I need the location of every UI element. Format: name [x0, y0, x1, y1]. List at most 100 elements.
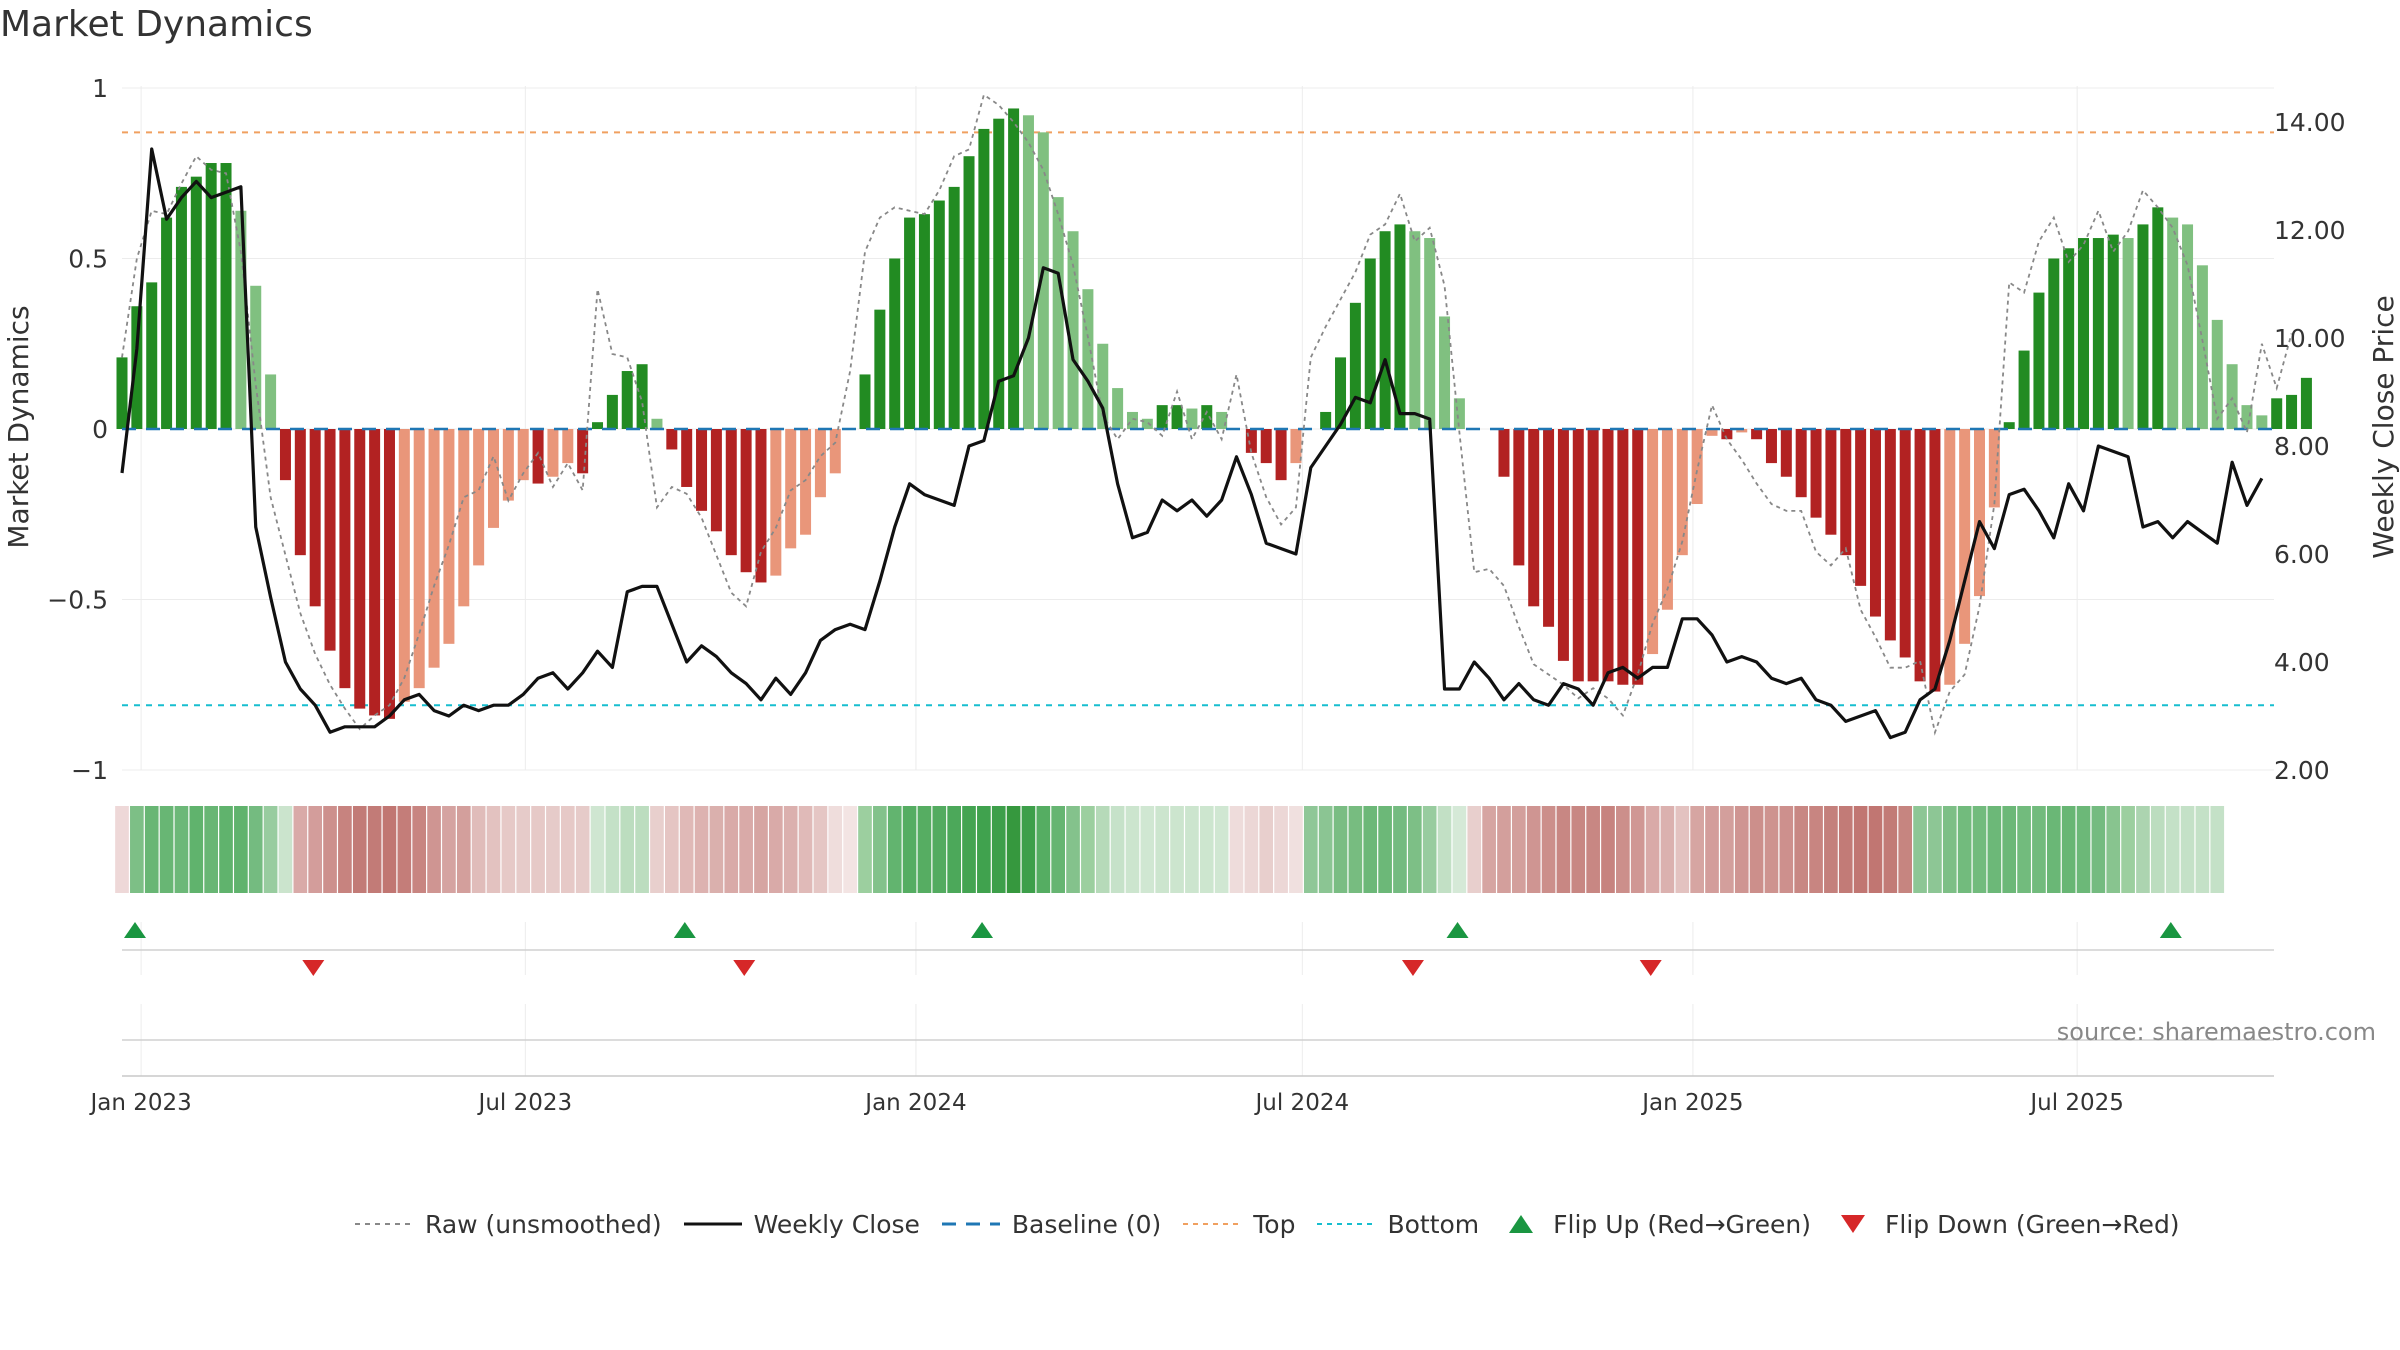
flip-down-marker: [733, 960, 756, 976]
dynamics-bar: [190, 176, 202, 429]
band-cell: [1125, 806, 1140, 893]
band-cell: [144, 806, 159, 893]
dynamics-bar: [933, 200, 945, 429]
band-cell: [1185, 806, 1199, 893]
dynamics-bar: [1037, 132, 1049, 429]
band-cell: [1274, 806, 1288, 893]
band-cell: [947, 806, 961, 893]
legend-flip-down-label: Flip Down (Green→Red): [1885, 1209, 2180, 1239]
band-cell: [1333, 806, 1348, 893]
band-cell: [560, 806, 575, 893]
dynamics-bar: [1245, 429, 1257, 453]
legend-raw: Raw (unsmoothed): [355, 1210, 662, 1239]
band-cell: [679, 806, 694, 893]
state-band: [115, 806, 2225, 893]
x-axis: Jan 2023 Jul 2023 Jan 2024 Jul 2024 Jan 2025…: [88, 1039, 2274, 1116]
band-cell: [1437, 806, 1452, 893]
band-cell: [531, 806, 545, 893]
dynamics-bar: [1751, 429, 1763, 440]
band-cell: [635, 806, 649, 893]
band-cell: [813, 806, 828, 893]
dynamics-bar: [1186, 408, 1198, 429]
band-cell: [1928, 806, 1942, 893]
band-cell: [932, 806, 947, 893]
dynamics-bar: [1706, 429, 1718, 436]
dynamics-bar: [1364, 258, 1376, 429]
dynamics-bar: [1349, 302, 1361, 429]
y-tick-label: 1: [92, 74, 108, 103]
band-cell: [1972, 806, 1987, 893]
dynamics-bar: [383, 429, 395, 719]
band-cell: [427, 806, 441, 893]
band-cell: [1259, 806, 1274, 893]
dynamics-bar: [2048, 258, 2060, 429]
flip-markers: [122, 922, 2274, 976]
band-cell: [1586, 806, 1600, 893]
band-cell: [397, 806, 412, 893]
band-cell: [1318, 806, 1333, 893]
dynamics-bar: [696, 429, 708, 511]
dynamics-bar: [1409, 231, 1421, 429]
band-cell: [293, 806, 308, 893]
band-cell: [1749, 806, 1764, 893]
flip-down-marker: [302, 960, 325, 976]
band-cell: [516, 806, 531, 893]
triangle-up-icon: [1509, 1215, 1534, 1233]
dynamics-bar: [2122, 238, 2134, 429]
y-tick-label: 0: [92, 415, 108, 444]
band-cell: [605, 806, 620, 893]
band-cell: [1705, 806, 1719, 893]
dynamics-bar: [1914, 429, 1926, 682]
x-tick-label: Jan 2023: [88, 1090, 191, 1116]
dynamics-bar: [2300, 377, 2312, 429]
band-cell: [1095, 806, 1110, 893]
dynamics-bar: [1988, 429, 2000, 508]
band-cell: [1036, 806, 1051, 893]
band-cell: [174, 806, 189, 893]
dynamics-bar: [710, 429, 722, 532]
band-cell: [1987, 806, 2002, 893]
dynamics-bar: [1974, 429, 1985, 597]
band-cell: [2180, 806, 2195, 893]
band-cell: [2002, 806, 2017, 893]
dynamics-bar: [681, 429, 693, 487]
dynamics-bar: [1869, 429, 1881, 617]
band-cell: [456, 806, 471, 893]
band-cell: [2061, 806, 2076, 893]
band-cell: [1021, 806, 1036, 893]
band-cell: [442, 806, 456, 893]
band-cell: [1794, 806, 1809, 893]
dynamics-bar: [993, 118, 1005, 429]
legend-flip-up-label: Flip Up (Red→Green): [1553, 1209, 1812, 1239]
legend: Raw (unsmoothed) Weekly Close Baseline (…: [355, 1206, 2202, 1242]
band-cell: [977, 806, 991, 893]
band-cell: [2091, 806, 2106, 893]
band-cell: [2017, 806, 2031, 893]
band-cell: [1140, 806, 1155, 893]
dynamics-bars: [116, 108, 2312, 719]
close-legend-icon: [683, 1222, 742, 1226]
dynamics-bar: [1810, 429, 1822, 518]
y2-tick-label: 10.00: [2274, 324, 2346, 353]
band-cell: [338, 806, 352, 893]
band-cell: [1422, 806, 1437, 893]
y2-axis-label: Weekly Close Price: [2367, 295, 2400, 558]
dynamics-bar: [369, 429, 381, 716]
band-cell: [1675, 806, 1690, 893]
band-cell: [278, 806, 293, 893]
close-line: [120, 147, 2264, 740]
band-cell: [115, 806, 129, 893]
dynamics-bar: [1097, 343, 1109, 429]
band-cell: [1244, 806, 1259, 893]
band-cell: [234, 806, 248, 893]
dynamics-bar: [1959, 429, 1971, 644]
band-cell: [2195, 806, 2210, 893]
band-cell: [1452, 806, 1467, 893]
y2-tick-label: 14.00: [2274, 108, 2346, 137]
band-cell: [2136, 806, 2150, 893]
y2-tick-label: 4.00: [2274, 648, 2330, 677]
dynamics-bar: [770, 429, 782, 576]
band-cell: [1006, 806, 1021, 893]
y2-tick-label: 12.00: [2274, 216, 2346, 245]
